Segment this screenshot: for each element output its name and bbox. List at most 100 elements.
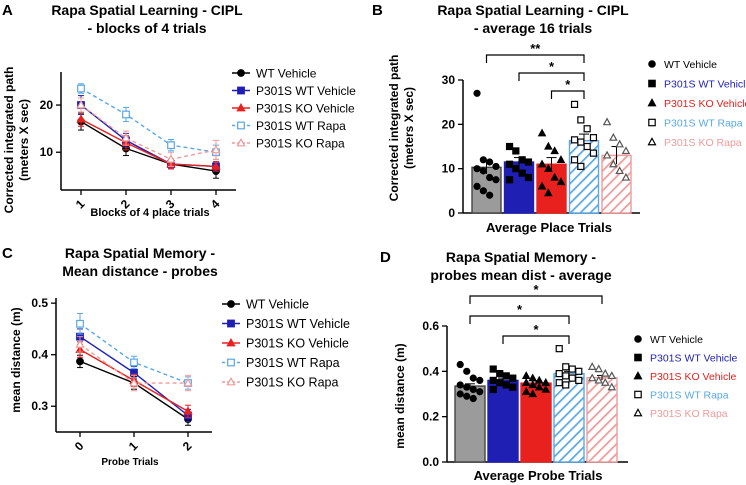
data-point	[505, 160, 514, 168]
data-point	[129, 377, 139, 387]
data-point	[512, 165, 520, 173]
data-point	[577, 162, 585, 171]
significance-bracket: *	[502, 322, 570, 344]
significance-bracket: *	[550, 77, 585, 99]
data-point	[469, 394, 477, 403]
data-point	[524, 173, 533, 182]
data-point	[121, 133, 131, 142]
data-point	[469, 374, 477, 382]
legend-item: WT Vehicle	[232, 67, 317, 81]
data-point	[476, 376, 484, 384]
legend-item: WT Vehicle	[648, 59, 717, 71]
x-tick-label: 2	[180, 439, 195, 454]
legend-marker	[226, 337, 236, 347]
data-point	[562, 381, 570, 389]
legend-label: P301S KO Rapa	[256, 137, 345, 151]
panel-b: B Rapa Spatial Learning - CIPL - average…	[372, 2, 746, 235]
legend-marker	[236, 102, 246, 112]
panel-d-title-line2: probes mean dist - average	[430, 267, 612, 283]
y-tick-label: 0.0	[422, 455, 439, 469]
data-point	[502, 372, 510, 380]
data-point	[496, 379, 504, 387]
bar	[586, 376, 618, 463]
significance-label: *	[565, 77, 571, 92]
data-point	[589, 149, 598, 157]
data-point	[534, 382, 544, 391]
data-point	[489, 385, 497, 394]
y-tick-label: 0.4	[31, 348, 48, 362]
data-point	[562, 363, 570, 371]
legend-label: P301S WT Vehicle	[664, 79, 746, 91]
legend-item: P301S WT Vehicle	[634, 353, 738, 365]
data-point	[518, 156, 526, 164]
panel-b-title-line1: Rapa Spatial Learning - CIPL	[437, 2, 629, 18]
panel-a: A Rapa Spatial Learning - CIPL - blocks …	[2, 2, 356, 219]
series-p301s-ko-rapa	[75, 336, 193, 392]
legend-marker	[633, 408, 643, 417]
panel-d-title-line1: Rapa Spatial Memory -	[446, 249, 596, 265]
bracket-line	[550, 90, 585, 99]
data-point	[76, 319, 84, 328]
series-p301s-wt-vehicle	[77, 95, 220, 172]
data-point	[600, 368, 610, 377]
data-point	[587, 362, 597, 370]
legend-marker	[648, 79, 656, 88]
data-point	[570, 156, 579, 164]
data-point	[486, 191, 494, 199]
panel-c-xlabel: Probe Trials	[101, 457, 159, 468]
data-point	[577, 138, 585, 146]
data-point	[456, 390, 464, 398]
y-tick-label: 30	[442, 73, 456, 87]
data-point	[76, 114, 86, 123]
legend-item: P301S KO Rapa	[633, 408, 728, 420]
data-point	[541, 377, 551, 386]
legend-marker	[648, 60, 656, 68]
data-point	[609, 132, 618, 141]
data-point	[486, 158, 494, 166]
data-point	[602, 117, 612, 126]
legend-item: P301S WT Vehicle	[648, 79, 746, 91]
data-point	[575, 376, 583, 384]
series-line	[80, 104, 217, 168]
series-line	[80, 120, 217, 172]
data-point	[555, 379, 563, 387]
series-p301s-ko-vehicle	[76, 111, 221, 172]
data-point	[568, 374, 576, 382]
panel-d-letter: D	[380, 249, 391, 266]
data-point	[492, 162, 500, 171]
panel-a-ylabel-line2: (meters X sec)	[17, 99, 31, 181]
y-tick-label: 0	[448, 206, 455, 220]
data-point	[473, 89, 481, 97]
y-tick-label: 0.3	[31, 399, 48, 413]
legend-item: P301S WT Vehicle	[232, 84, 356, 98]
bar-group-wt-vehicle	[471, 89, 502, 214]
data-point	[492, 176, 500, 184]
legend-label: P301S WT Vehicle	[246, 317, 350, 331]
data-point	[583, 125, 591, 133]
legend-item: P301S KO Rapa	[222, 376, 338, 390]
data-point	[505, 176, 514, 184]
data-point	[568, 365, 576, 373]
legend-item: P301S WT Rapa	[634, 390, 729, 402]
legend-item: P301S KO Vehicle	[633, 371, 737, 383]
legend-marker	[227, 358, 235, 367]
data-point	[577, 116, 585, 124]
legend-label: P301S KO Vehicle	[650, 371, 737, 383]
data-point	[541, 384, 551, 393]
x-tick-label: 1	[126, 439, 141, 454]
legend-label: P301S WT Vehicle	[650, 353, 738, 365]
legend-item: P301S KO Rapa	[647, 137, 742, 149]
series-line	[80, 104, 217, 161]
data-point	[615, 166, 624, 175]
data-point	[550, 146, 559, 155]
legend-label: P301S KO Rapa	[246, 376, 338, 390]
series-line	[80, 118, 217, 168]
data-point	[537, 181, 547, 190]
data-point	[575, 367, 583, 375]
data-point	[509, 374, 517, 382]
legend-item: P301S KO Vehicle	[647, 98, 746, 110]
legend-marker	[647, 98, 657, 107]
legend-marker	[227, 300, 235, 308]
data-point	[602, 150, 612, 159]
